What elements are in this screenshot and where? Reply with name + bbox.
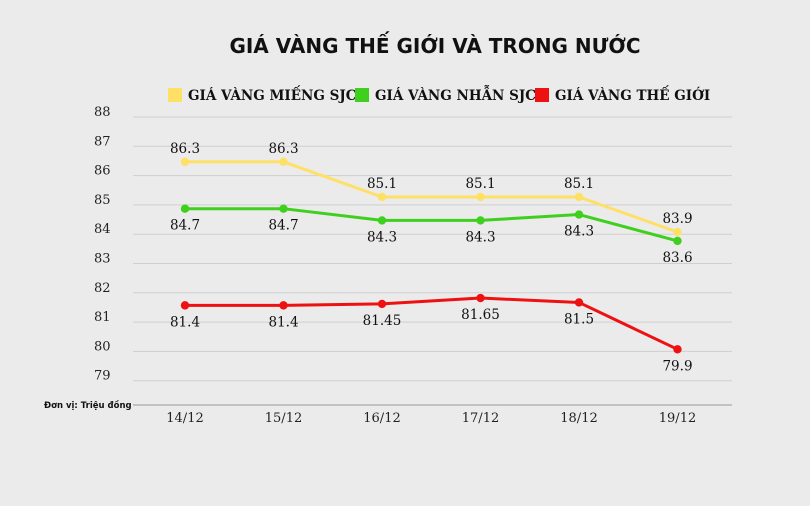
data-point [476,192,485,202]
y-tick-label: 81 [94,310,111,325]
data-point [673,345,682,354]
y-tick-label: 82 [94,281,111,296]
data-label: 83.6 [662,250,692,266]
data-point [279,301,288,310]
data-label: 86.3 [268,141,298,157]
data-point [476,216,485,225]
data-point [673,236,682,246]
data-label: 81.4 [170,314,200,330]
data-label: 84.3 [465,229,495,245]
x-tick-label: 14/12 [166,411,203,426]
legend-swatch [535,88,549,102]
data-point [279,157,288,167]
x-tick-label: 19/12 [659,411,696,426]
y-tick-label: 86 [94,164,111,179]
legend-label: GIÁ VÀNG THẾ GIỚI [555,86,710,104]
series-line [185,296,679,351]
legend: GIÁ VÀNG MIẾNG SJC GIÁ VÀNG NHẪN SJC GIÁ V… [168,86,710,104]
data-point [476,293,485,303]
data-point [180,204,190,213]
data-point [180,157,190,167]
data-point [377,216,387,225]
x-tick-label: 18/12 [560,411,597,426]
data-label: 83.9 [662,211,692,227]
legend-label: GIÁ VÀNG NHẪN SJC [375,86,536,104]
y-tick-label: 87 [94,134,111,149]
series-line [185,160,679,234]
x-tick-label: 15/12 [265,411,302,426]
data-labels: 86.3 86.3 85.1 85.1 85.1 83.9 84.7 84.7 84.3 84.3… [170,141,693,375]
data-label: 84.7 [170,218,200,234]
data-label: 85.1 [367,176,397,192]
legend-swatch [168,88,182,102]
y-tick-label: 88 [94,105,111,120]
data-point [574,298,584,307]
x-axis-ticks: 14/12 15/12 16/12 17/12 18/12 19/12 [166,411,696,426]
y-tick-label: 80 [94,339,111,354]
data-point [377,299,387,309]
data-point [574,210,584,219]
data-label: 84.7 [268,218,298,234]
gridlines [133,116,732,406]
data-label: 84.3 [564,224,594,240]
data-label: 79.9 [662,358,692,374]
data-point [574,192,584,202]
data-label: 81.65 [461,307,500,323]
y-tick-label: 79 [94,369,111,384]
series-line [185,207,678,243]
data-label: 81.45 [363,313,402,329]
data-point [377,192,387,202]
unit-note: Đơn vị: Triệu đồng [44,400,132,411]
data-label: 81.5 [564,311,594,327]
data-point [180,301,190,310]
data-label: 85.1 [465,176,495,192]
x-tick-label: 17/12 [462,411,499,426]
data-point [673,227,682,237]
legend-label: GIÁ VÀNG MIẾNG SJC [188,86,357,104]
y-tick-label: 84 [94,222,111,237]
y-axis-ticks: 79 80 81 82 83 84 85 86 87 88 [94,105,111,384]
legend-swatch [355,88,369,102]
data-label: 85.1 [564,176,594,192]
data-label: 86.3 [170,141,200,157]
x-tick-label: 16/12 [363,411,400,426]
series-lines [180,157,682,354]
data-point [279,204,288,213]
data-label: 81.4 [268,314,298,330]
y-tick-label: 83 [94,252,111,267]
data-label: 84.3 [367,229,397,245]
y-tick-label: 85 [94,193,111,208]
chart-title: GIÁ VÀNG THẾ GIỚI VÀ TRONG NƯỚC [229,32,640,58]
